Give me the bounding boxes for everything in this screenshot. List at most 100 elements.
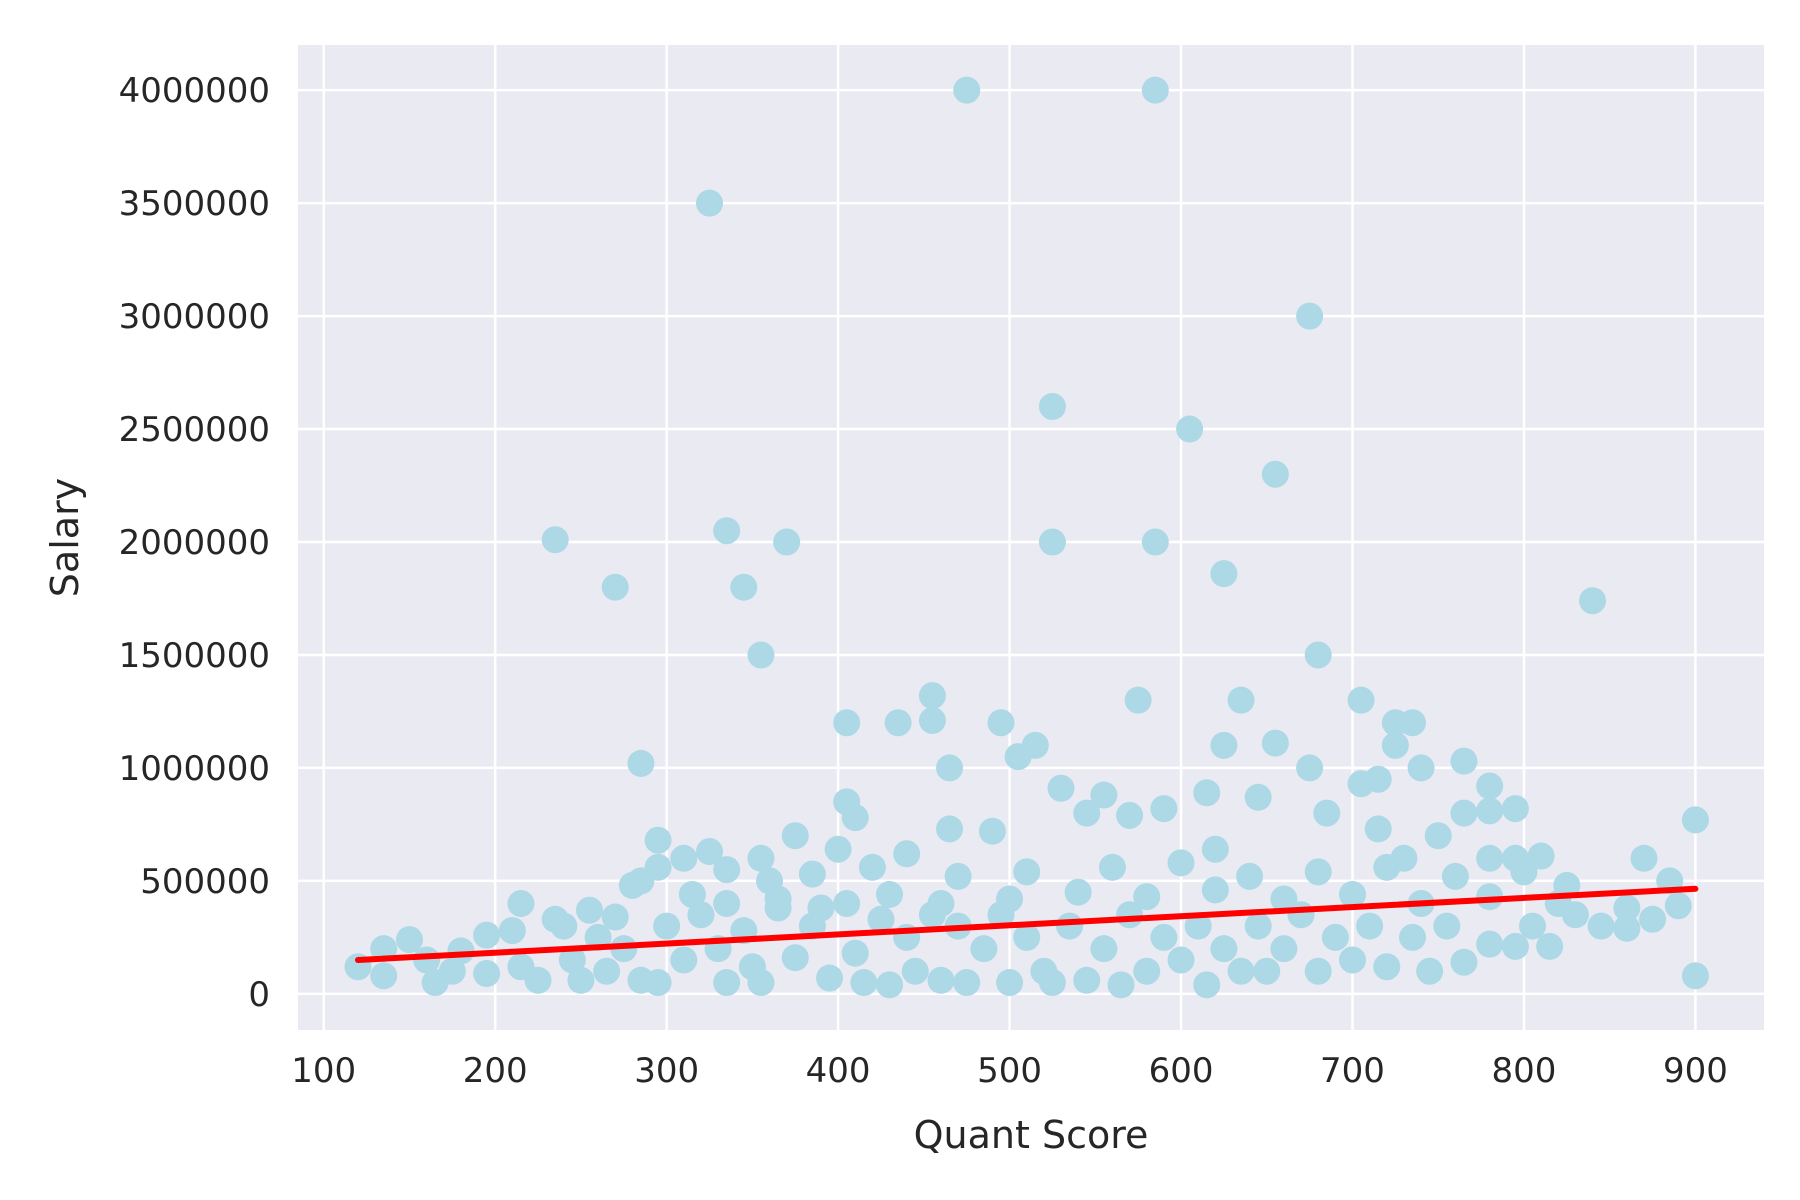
data-point <box>1270 885 1298 913</box>
y-tick-label: 500000 <box>140 862 270 902</box>
data-point <box>876 971 904 999</box>
data-point <box>1167 946 1195 974</box>
data-point <box>1476 772 1504 800</box>
data-point <box>833 709 861 737</box>
x-tick-labels: 100 200 300 400 500 600 700 800 900 <box>291 1051 1728 1091</box>
data-point <box>1116 801 1144 829</box>
data-point <box>901 957 929 985</box>
data-point <box>507 889 535 917</box>
data-point <box>1450 747 1478 775</box>
data-point <box>438 957 466 985</box>
data-point <box>1630 844 1658 872</box>
data-point <box>841 939 869 967</box>
data-point <box>1476 883 1504 911</box>
data-point <box>1244 783 1272 811</box>
data-point <box>713 856 741 884</box>
data-point <box>1304 957 1332 985</box>
data-point <box>696 838 724 866</box>
data-point <box>1253 957 1281 985</box>
data-point <box>1193 779 1221 807</box>
data-point <box>1064 878 1092 906</box>
data-point <box>1476 797 1504 825</box>
data-point <box>1098 853 1126 881</box>
data-point <box>1133 883 1161 911</box>
data-point <box>1013 858 1041 886</box>
data-point <box>1527 842 1555 870</box>
x-tick-label: 900 <box>1663 1051 1728 1091</box>
data-point <box>764 894 792 922</box>
data-point <box>773 528 801 556</box>
x-tick-label: 600 <box>1149 1051 1214 1091</box>
data-point <box>1150 923 1178 951</box>
data-point <box>1047 774 1075 802</box>
data-point <box>1510 858 1538 886</box>
data-point <box>918 901 946 929</box>
data-point <box>1519 912 1547 940</box>
data-point <box>601 903 629 931</box>
data-point <box>953 76 981 104</box>
data-point <box>1124 686 1152 714</box>
data-point <box>1441 862 1469 890</box>
data-point <box>1210 935 1238 963</box>
data-point <box>713 969 741 997</box>
data-point <box>473 960 501 988</box>
data-point <box>1210 560 1238 588</box>
data-point <box>644 826 672 854</box>
data-point <box>1613 894 1641 922</box>
data-point <box>601 573 629 601</box>
data-point <box>1681 962 1709 990</box>
data-point <box>747 969 775 997</box>
fit-line <box>355 885 1699 963</box>
data-point <box>1424 822 1452 850</box>
data-point <box>1133 957 1161 985</box>
data-point <box>1476 930 1504 958</box>
data-point <box>644 969 672 997</box>
data-point <box>1116 901 1144 929</box>
data-point <box>987 901 1015 929</box>
data-point <box>1313 799 1341 827</box>
fit-line-group <box>355 885 1699 963</box>
data-point <box>936 815 964 843</box>
data-point <box>1587 912 1615 940</box>
data-point <box>978 817 1006 845</box>
y-tick-label: 3000000 <box>119 297 270 337</box>
data-point <box>644 853 672 881</box>
data-point <box>987 709 1015 737</box>
data-point <box>653 912 681 940</box>
data-point <box>575 896 603 924</box>
x-tick-label: 800 <box>1492 1051 1557 1091</box>
data-point <box>824 835 852 863</box>
data-point <box>1536 932 1564 960</box>
x-tick-label: 400 <box>806 1051 871 1091</box>
data-point <box>850 969 878 997</box>
data-point <box>1270 935 1298 963</box>
data-point <box>498 917 526 945</box>
data-point <box>541 526 569 554</box>
data-point <box>841 804 869 832</box>
data-point <box>833 889 861 917</box>
data-point <box>918 682 946 710</box>
data-point <box>1561 901 1589 929</box>
y-tick-labels: 0 500000 1000000 1500000 2000000 2500000 30000… <box>119 71 270 1015</box>
data-point <box>1038 969 1066 997</box>
data-point <box>1184 912 1212 940</box>
data-point <box>473 921 501 949</box>
y-tick-label: 0 <box>248 975 270 1015</box>
x-tick-label: 200 <box>463 1051 528 1091</box>
data-point <box>524 966 552 994</box>
y-axis-title: Salary <box>43 478 87 597</box>
data-point <box>1296 302 1324 330</box>
data-point <box>1450 948 1478 976</box>
data-point <box>395 926 423 954</box>
data-point <box>1347 686 1375 714</box>
data-point <box>1176 415 1204 443</box>
data-point <box>1201 876 1229 904</box>
data-point <box>1364 815 1392 843</box>
data-point <box>816 964 844 992</box>
data-point <box>1664 892 1692 920</box>
data-point <box>858 853 886 881</box>
y-tick-label: 4000000 <box>119 71 270 111</box>
data-point <box>1038 392 1066 420</box>
data-point <box>1356 912 1384 940</box>
